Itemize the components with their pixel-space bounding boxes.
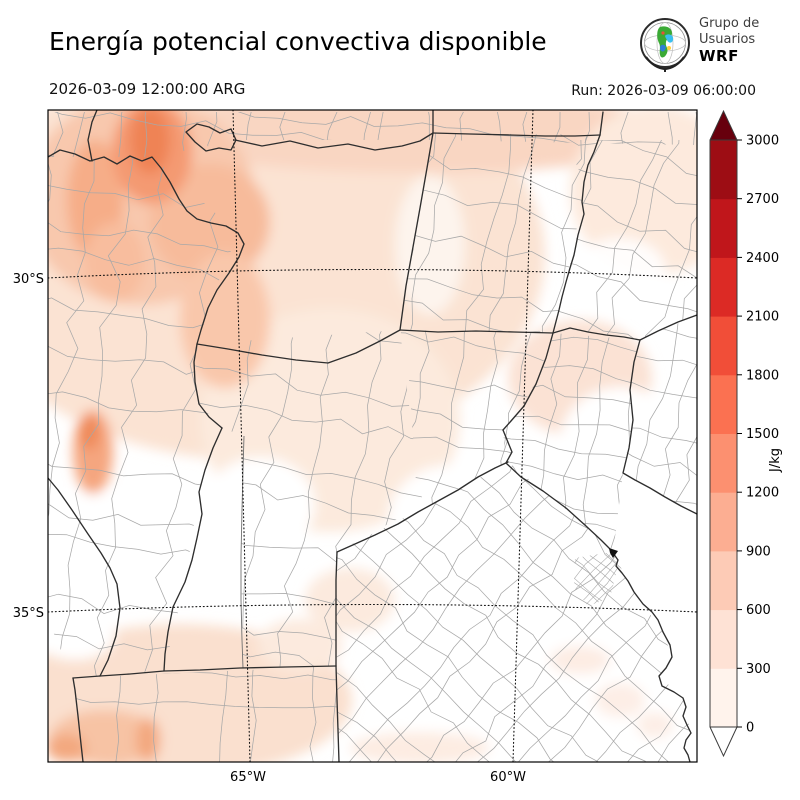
colorbar-tick-label: 1500 xyxy=(746,427,779,442)
colorbar-tick-label: 2700 xyxy=(746,192,779,207)
province-borders-and-coastline xyxy=(48,110,697,762)
latitude-tick-label: 35°S xyxy=(13,606,44,621)
colorbar-unit-label: J/kg xyxy=(768,448,783,473)
city-marker xyxy=(609,548,618,558)
colorbar: 0 300 600 900 1200 1500 1800 2100 2400 2700 3000 J/… xyxy=(709,109,783,758)
graticule-lines xyxy=(48,110,697,762)
colorbar-tick-label: 1800 xyxy=(746,368,779,383)
logo-text-block: Grupo de Usuarios WRF xyxy=(699,16,759,64)
valid-time-label: 2026-03-09 12:00:00 ARG xyxy=(49,80,246,98)
wrf-users-group-logo-icon xyxy=(640,18,690,72)
colorbar-tick-label: 2400 xyxy=(746,251,779,266)
run-time-label: Run: 2026-03-09 06:00:00 xyxy=(571,83,756,99)
longitude-tick-label: 60°W xyxy=(490,770,526,785)
colorbar-tick-label: 0 xyxy=(746,721,754,736)
colorbar-tick-label: 2100 xyxy=(746,310,779,325)
latitude-tick-label: 30°S xyxy=(13,272,44,287)
page-title: Energía potencial convectiva disponible xyxy=(49,27,547,56)
map-frame xyxy=(47,109,698,763)
colorbar-tick-label: 300 xyxy=(746,662,771,677)
longitude-tick-label: 65°W xyxy=(230,770,266,785)
colorbar-tick-label: 600 xyxy=(746,603,771,618)
logo-line-1: Grupo de xyxy=(699,16,760,31)
colorbar-tick-label: 3000 xyxy=(746,134,779,149)
colorbar-tick-label: 900 xyxy=(746,544,771,559)
logo-line-2: Usuarios xyxy=(699,32,756,47)
colorbar-tick-label: 1200 xyxy=(746,486,779,501)
secondary-province-borders xyxy=(240,435,245,669)
logo-line-wrf: WRF xyxy=(699,47,739,65)
